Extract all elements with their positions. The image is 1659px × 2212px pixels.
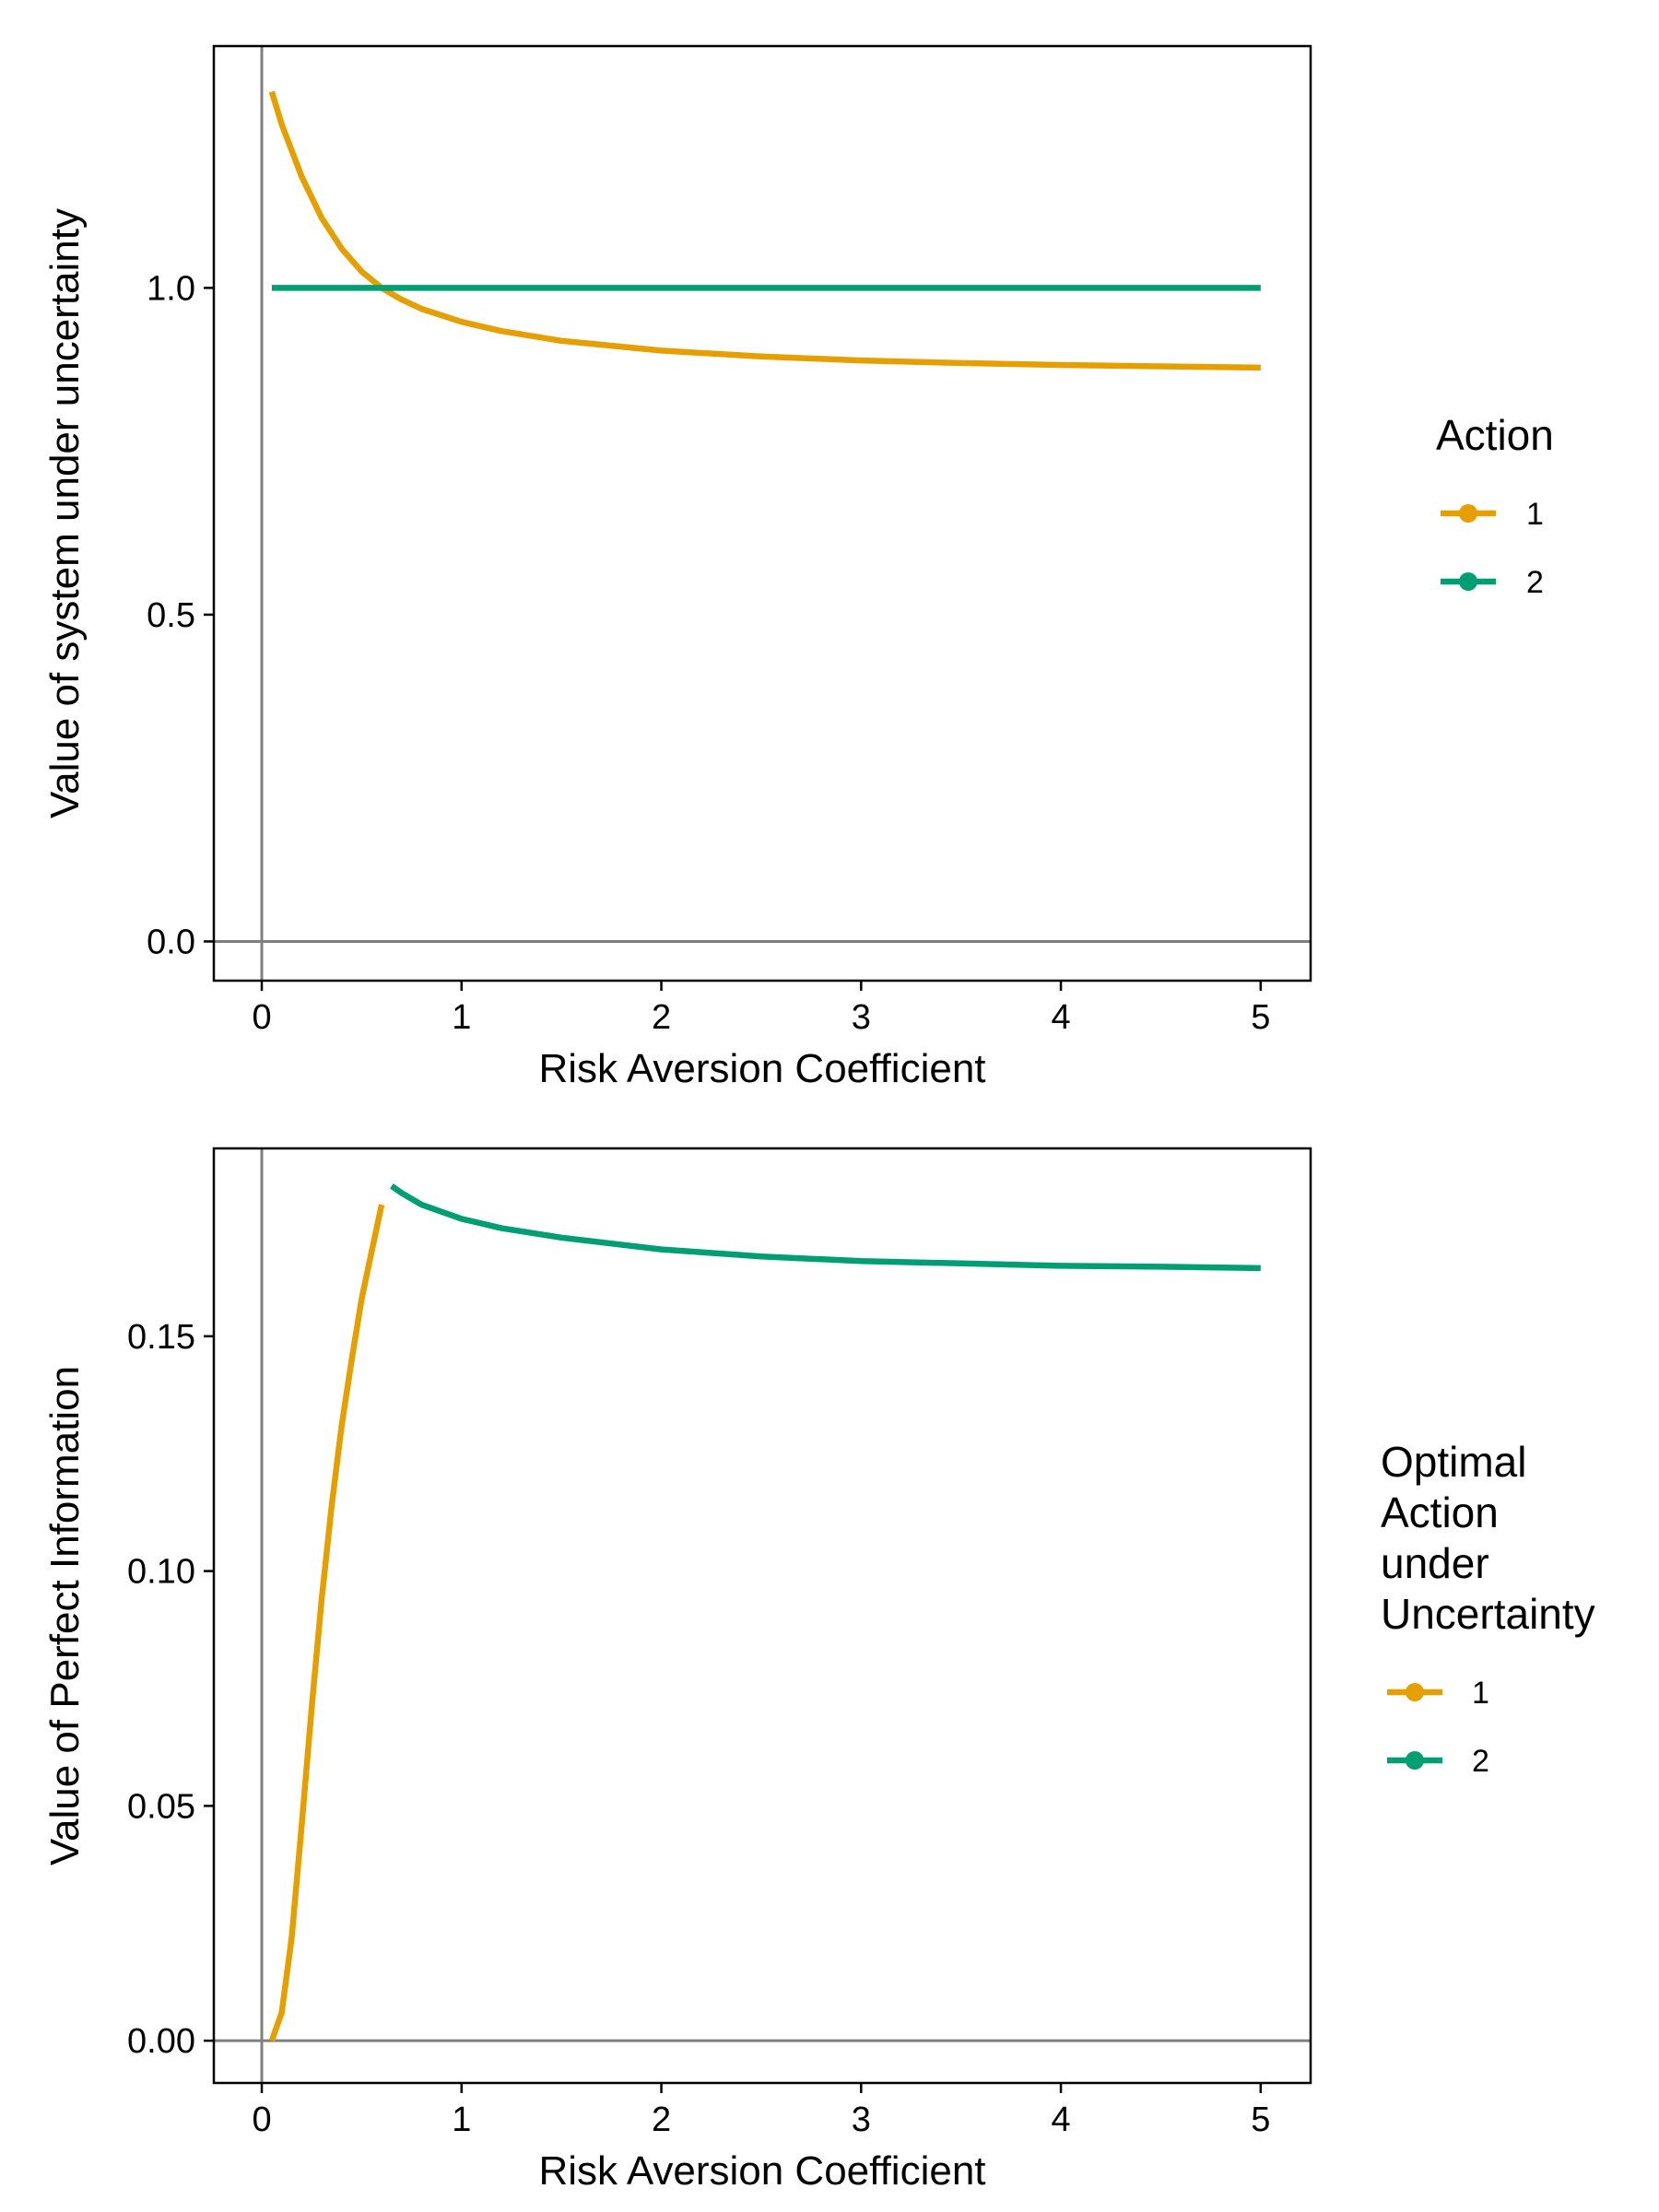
series-line-action-2 — [390, 1183, 1261, 1272]
y-tick-label: 0.05 — [127, 1787, 195, 1826]
legend-item: 1 — [1387, 1676, 1489, 1711]
y-tick-label: 1.0 — [147, 269, 195, 308]
legend-title: Optimal — [1381, 1438, 1526, 1486]
legend-label: 2 — [1472, 1744, 1489, 1779]
plot-panel-border — [212, 1147, 1312, 2085]
x-tick-label: 1 — [452, 998, 471, 1037]
legend-key-dot — [1459, 572, 1477, 591]
chart-panel-2: 0 1 2 3 4 5 0.00 0.05 0.10 0.15 Risk Aversion Coef… — [42, 1147, 1595, 2194]
x-axis-title: Risk Aversion Coefficient — [538, 1046, 985, 1091]
legend-key-dot — [1459, 504, 1477, 523]
x-tick-label: 5 — [1251, 2100, 1270, 2139]
y-tick-label: 0.15 — [127, 1318, 195, 1357]
legend-label: 1 — [1526, 497, 1544, 532]
legend-label: 2 — [1526, 565, 1544, 600]
y-tick-label: 0.0 — [147, 923, 195, 961]
x-tick-label: 0 — [252, 2100, 271, 2139]
legend-item: 2 — [1387, 1744, 1489, 1779]
x-tick-label: 2 — [652, 2100, 671, 2139]
legend-item: 1 — [1441, 497, 1544, 532]
y-axis-title: Value of system under uncertainty — [42, 208, 88, 818]
x-tick-label: 5 — [1251, 998, 1270, 1037]
x-tick-label: 3 — [852, 2100, 871, 2139]
y-tick-label: 0.10 — [127, 1553, 195, 1592]
y-tick-label: 0.5 — [147, 596, 195, 635]
legend: Action 1 2 — [1436, 411, 1554, 600]
legend-label: 1 — [1472, 1676, 1489, 1711]
legend-title: under — [1381, 1539, 1489, 1587]
legend-key-dot — [1406, 1751, 1424, 1770]
y-tick-label: 0.00 — [127, 2022, 195, 2061]
chart-panel-1: 0 1 2 3 4 5 0.0 0.5 1.0 Risk Aversion Coefficient… — [42, 44, 1554, 1091]
x-tick-label: 4 — [1051, 998, 1070, 1037]
series-line-action-1 — [268, 90, 1261, 371]
legend-title: Uncertainty — [1381, 1590, 1595, 1638]
x-tick-label: 0 — [252, 998, 271, 1037]
legend-item: 2 — [1441, 565, 1544, 600]
plot-panel-border — [212, 44, 1312, 982]
legend-title: Action — [1436, 411, 1554, 459]
x-axis-title: Risk Aversion Coefficient — [538, 2148, 985, 2194]
legend-key-dot — [1406, 1683, 1424, 1701]
y-axis-title: Value of Perfect Information — [42, 1366, 88, 1865]
x-tick-label: 1 — [452, 2100, 471, 2139]
x-tick-label: 4 — [1051, 2100, 1070, 2139]
legend-title: Action — [1381, 1488, 1499, 1536]
series-line-action-1 — [268, 1204, 385, 2042]
x-tick-label: 2 — [652, 998, 671, 1037]
x-tick-label: 3 — [852, 998, 871, 1037]
